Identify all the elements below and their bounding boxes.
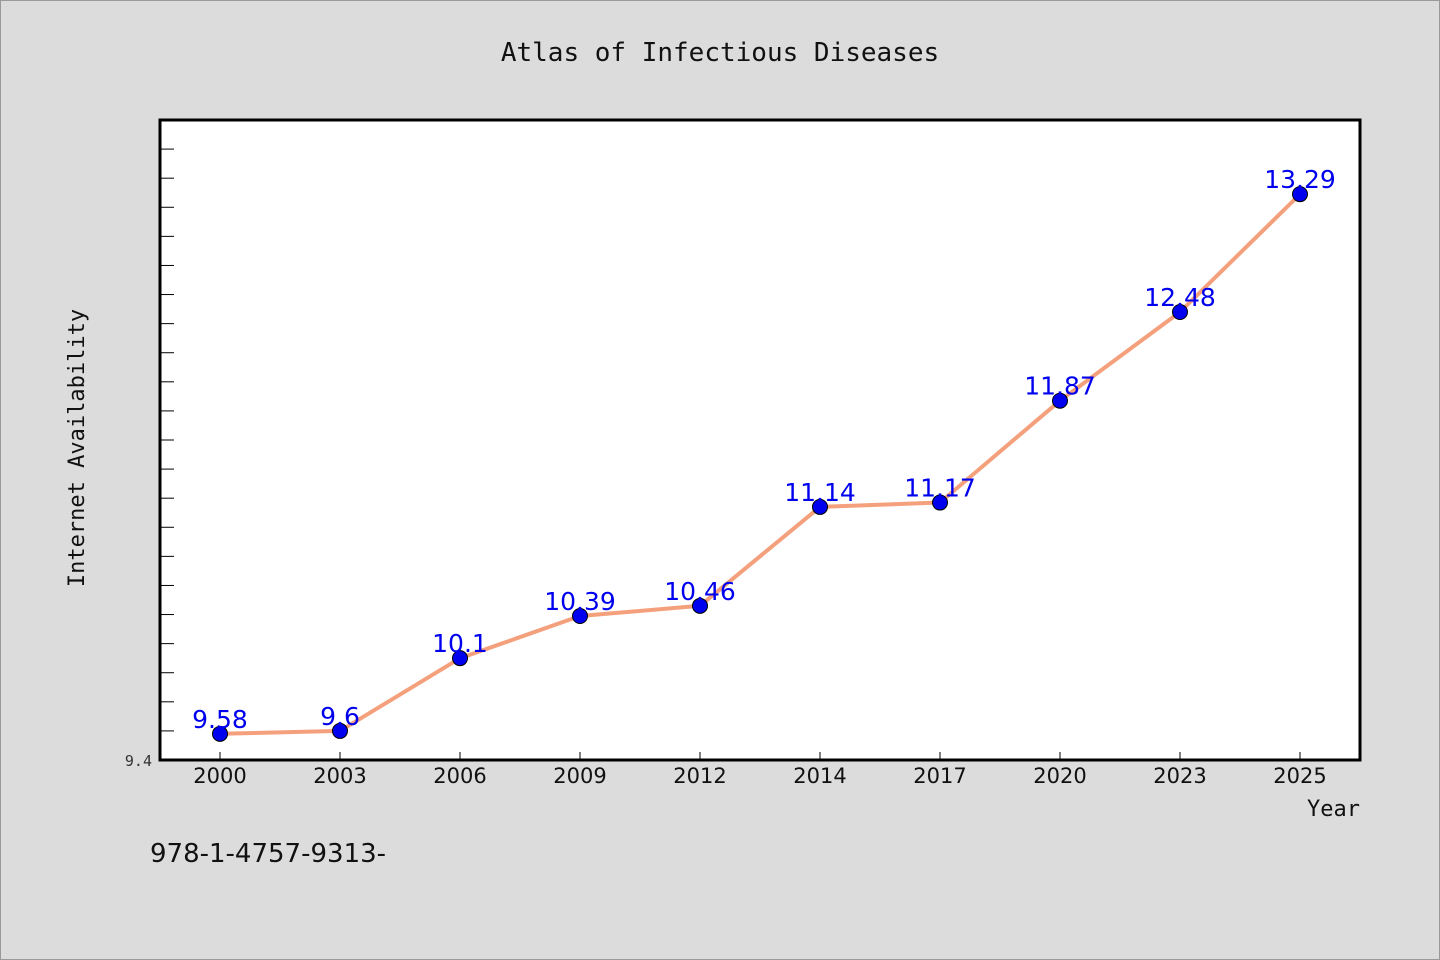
data-label: 11.17 (904, 474, 976, 503)
data-point (932, 494, 948, 511)
x-tick-label: 2023 (1153, 764, 1206, 788)
x-tick-label: 2009 (553, 764, 606, 788)
x-axis-tick-labels: 2000 2003 2006 2009 2012 2014 2017 2020 2023 2025 (193, 764, 1326, 788)
data-label: 11.87 (1024, 372, 1096, 401)
y-axis-ticks (160, 119, 174, 761)
data-point (452, 650, 468, 667)
chart-title: Atlas of Infectious Diseases (501, 38, 939, 68)
x-tick-label: 2012 (673, 764, 726, 788)
data-label: 12.48 (1144, 283, 1216, 312)
y-axis-label: Internet Availability (65, 309, 90, 587)
data-point (572, 608, 588, 624)
data-label: 13.29 (1264, 165, 1336, 194)
x-tick-label: 2000 (193, 764, 246, 788)
data-point (812, 498, 828, 515)
data-point (692, 597, 708, 614)
x-tick-label: 2017 (913, 764, 966, 788)
x-tick-label: 2006 (433, 764, 486, 788)
data-point (1052, 392, 1068, 409)
data-label: 10.39 (544, 587, 616, 616)
data-label: 9.58 (192, 705, 248, 734)
data-label: 9.6 (320, 702, 360, 731)
x-tick-label: 2020 (1033, 764, 1086, 788)
data-label: 10.1 (432, 629, 488, 658)
data-point (1172, 304, 1188, 320)
plot-area (158, 118, 1362, 762)
x-axis-label: Year (1307, 797, 1360, 822)
x-tick-label: 2003 (313, 764, 366, 788)
data-label: 10.46 (664, 577, 736, 606)
series-line (219, 192, 1302, 736)
x-tick-label: 2014 (793, 764, 846, 788)
y-axis-min-label: 9.4 (125, 752, 152, 770)
data-point (212, 725, 228, 742)
data-point (332, 722, 348, 739)
series-group (212, 186, 1308, 742)
data-label: 11.14 (784, 478, 856, 507)
footer-text: 978-1-4757-9313- (150, 839, 386, 869)
x-axis-ticks (219, 752, 1301, 760)
data-point (1292, 186, 1308, 203)
data-labels: 9.58 9.6 10.1 10.39 10.46 11.14 11.17 11.87 12.4… (192, 165, 1336, 734)
x-tick-label: 2025 (1273, 764, 1326, 788)
